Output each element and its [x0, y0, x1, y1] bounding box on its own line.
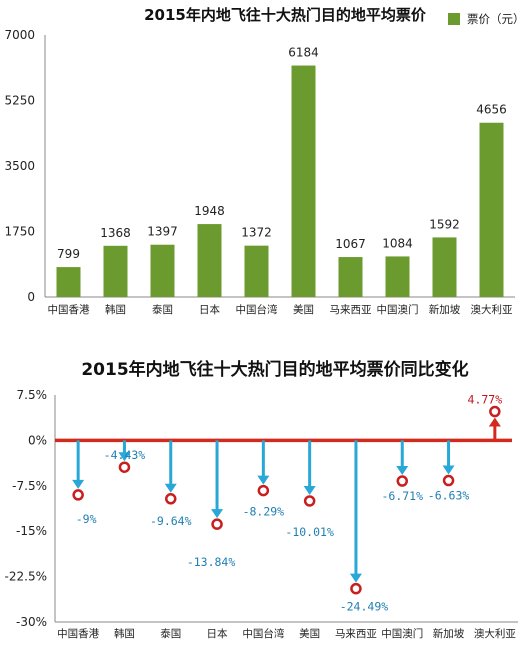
- change-value-label: -6.71%: [381, 489, 423, 503]
- change-value-label: -9%: [76, 512, 97, 526]
- change-arrowhead: [349, 573, 362, 583]
- bar-value-label: 1397: [147, 225, 178, 239]
- change-arrowhead: [257, 475, 270, 485]
- bar-y-tick-label: 7000: [4, 28, 35, 42]
- bar-value-label: 1368: [100, 226, 131, 240]
- bar: [291, 65, 316, 297]
- bar-category-label: 泰国: [152, 303, 173, 316]
- change-y-tick-label: -15%: [16, 524, 47, 538]
- bar-y-tick-label: 5250: [4, 94, 35, 108]
- change-value-label: -10.01%: [285, 525, 334, 539]
- change-point: [442, 474, 455, 487]
- bar-value-label: 6184: [288, 46, 319, 60]
- bar-category-label: 中国台湾: [236, 303, 278, 316]
- bar: [244, 245, 269, 297]
- bar: [385, 256, 410, 297]
- bar-value-label: 1948: [194, 204, 225, 218]
- bar: [432, 237, 457, 297]
- bar-chart: 0 1750 3500 5250 7000 799 中国香港 1368 韩国 1397 泰国 1948…: [4, 28, 515, 316]
- change-point: [489, 405, 501, 418]
- change-y-tick-label: -30%: [16, 615, 47, 629]
- bar-value-label: 1372: [241, 226, 272, 240]
- change-category-label: 中国台湾: [242, 627, 284, 640]
- change-arrowhead: [442, 465, 455, 475]
- bar-category-label: 马来西亚: [330, 304, 372, 316]
- bar: [479, 122, 504, 297]
- change-point: [118, 461, 131, 473]
- change-point: [350, 582, 362, 595]
- change-value-label: -6.63%: [428, 489, 470, 503]
- bar-value-label: 1067: [335, 237, 366, 251]
- change-category-label: 中国香港: [57, 627, 99, 640]
- legend-swatch: [448, 13, 460, 25]
- change-category-label: 美国: [299, 627, 320, 640]
- change-value-label: -4.43%: [104, 448, 146, 462]
- change-value-label: -8.29%: [243, 505, 285, 519]
- bar: [150, 244, 175, 297]
- change-value-label: -13.84%: [187, 555, 236, 569]
- bar-value-label: 4656: [476, 103, 507, 117]
- change-arrowhead: [118, 452, 131, 462]
- change-value-label: -24.49%: [340, 600, 389, 614]
- change-category-label: 泰国: [160, 627, 181, 640]
- change-arrowhead: [488, 417, 501, 427]
- legend-label: 票价（元）: [467, 12, 525, 26]
- change-category-label: 澳大利亚: [474, 627, 516, 640]
- change-category-label: 新加坡: [433, 627, 465, 640]
- change-arrowhead: [164, 483, 177, 493]
- change-y-tick-label: -22.5%: [5, 570, 47, 584]
- change-category-label: 韩国: [114, 627, 135, 640]
- bar-y-tick-label: 0: [27, 290, 35, 304]
- bar-y-tick-label: 3500: [4, 159, 35, 173]
- change-category-label: 日本: [207, 627, 228, 640]
- bar-category-label: 日本: [199, 303, 220, 316]
- bar-category-label: 澳大利亚: [471, 303, 513, 316]
- change-chart-title: 2015年内地飞往十大热门目的地平均票价同比变化: [81, 359, 468, 380]
- change-point: [257, 484, 270, 497]
- bar-y-tick-label: 1750: [4, 225, 35, 239]
- bar: [197, 224, 222, 297]
- change-chart: 7.5% 0% -7.5% -15% -22.5% -30% -9% 中国香港 -4.43% 韩国…: [5, 388, 518, 640]
- change-point: [303, 495, 316, 507]
- change-category-label: 马来西亚: [335, 628, 377, 640]
- change-arrowhead: [396, 466, 409, 476]
- change-point: [211, 518, 223, 530]
- bar-category-label: 韩国: [105, 303, 126, 316]
- bar: [56, 267, 81, 297]
- bar-category-label: 美国: [293, 303, 314, 316]
- change-arrowhead: [211, 509, 224, 519]
- change-category-label: 中国澳门: [381, 627, 423, 640]
- change-y-tick-label: 7.5%: [17, 388, 48, 402]
- change-point: [165, 493, 177, 505]
- change-point: [396, 475, 408, 487]
- change-point: [72, 489, 84, 501]
- bar-value-label: 1592: [429, 217, 460, 231]
- change-arrowhead: [303, 485, 316, 495]
- bar-category-label: 中国澳门: [377, 303, 419, 316]
- bar: [103, 245, 128, 297]
- bar: [338, 257, 363, 297]
- change-y-tick-label: 0%: [28, 433, 47, 447]
- change-y-tick-label: -7.5%: [12, 479, 47, 493]
- bar-category-label: 中国香港: [48, 303, 90, 316]
- change-value-label: 4.77%: [468, 393, 503, 407]
- bar-value-label: 1084: [382, 236, 413, 250]
- change-arrowhead: [72, 479, 85, 489]
- change-value-label: -9.64%: [150, 514, 192, 528]
- bar-category-label: 新加坡: [429, 303, 461, 316]
- bar-chart-title: 2015年内地飞往十大热门目的地平均票价: [144, 6, 427, 24]
- bar-value-label: 799: [57, 247, 80, 261]
